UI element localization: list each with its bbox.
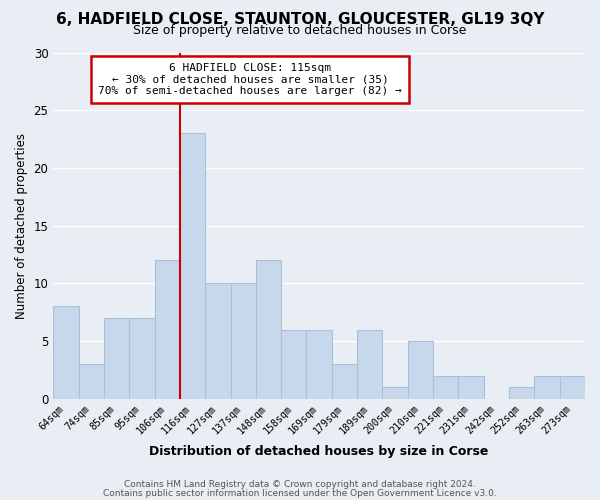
- Bar: [307, 330, 332, 399]
- Text: Size of property relative to detached houses in Corse: Size of property relative to detached ho…: [133, 24, 467, 37]
- Bar: [129, 318, 155, 399]
- X-axis label: Distribution of detached houses by size in Corse: Distribution of detached houses by size …: [149, 444, 489, 458]
- Bar: [357, 330, 382, 399]
- Bar: [509, 387, 535, 399]
- Y-axis label: Number of detached properties: Number of detached properties: [15, 132, 28, 318]
- Bar: [433, 376, 458, 399]
- Bar: [180, 134, 205, 399]
- Bar: [155, 260, 180, 399]
- Text: Contains HM Land Registry data © Crown copyright and database right 2024.: Contains HM Land Registry data © Crown c…: [124, 480, 476, 489]
- Bar: [332, 364, 357, 399]
- Bar: [382, 387, 408, 399]
- Bar: [53, 306, 79, 399]
- Bar: [281, 330, 307, 399]
- Bar: [205, 284, 230, 399]
- Text: Contains public sector information licensed under the Open Government Licence v3: Contains public sector information licen…: [103, 488, 497, 498]
- Bar: [79, 364, 104, 399]
- Text: 6 HADFIELD CLOSE: 115sqm
← 30% of detached houses are smaller (35)
70% of semi-d: 6 HADFIELD CLOSE: 115sqm ← 30% of detach…: [98, 63, 402, 96]
- Bar: [408, 341, 433, 399]
- Bar: [560, 376, 585, 399]
- Bar: [104, 318, 129, 399]
- Bar: [458, 376, 484, 399]
- Bar: [256, 260, 281, 399]
- Bar: [230, 284, 256, 399]
- Text: 6, HADFIELD CLOSE, STAUNTON, GLOUCESTER, GL19 3QY: 6, HADFIELD CLOSE, STAUNTON, GLOUCESTER,…: [56, 12, 544, 28]
- Bar: [535, 376, 560, 399]
